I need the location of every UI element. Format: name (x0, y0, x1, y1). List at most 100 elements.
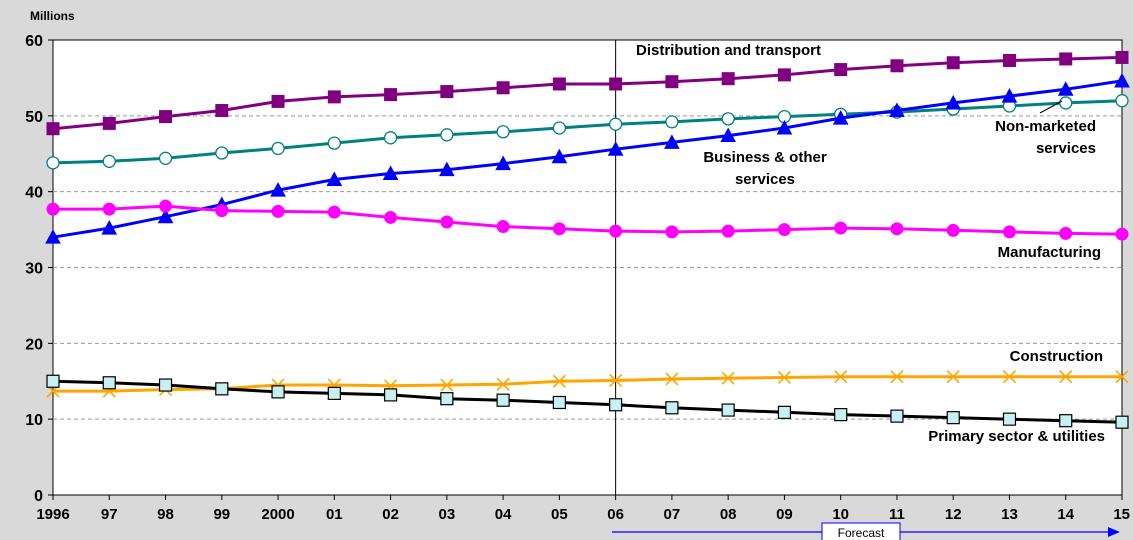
series-label: Manufacturing (998, 244, 1101, 261)
x-tick-label: 14 (1057, 506, 1074, 523)
forecast-arrowhead (1108, 527, 1120, 537)
data-point (215, 146, 229, 160)
data-point (158, 151, 173, 165)
data-point (496, 220, 510, 234)
data-point (157, 208, 174, 224)
data-point (495, 155, 511, 171)
data-point (271, 94, 285, 108)
data-point (496, 125, 510, 139)
data-point (552, 395, 566, 410)
data-point (1115, 94, 1129, 108)
data-point (46, 202, 60, 216)
data-point (946, 411, 960, 425)
x-tick-label: 07 (664, 506, 681, 523)
data-point (46, 122, 60, 136)
data-point (946, 223, 960, 237)
x-tick-label: 06 (607, 506, 624, 523)
data-point (609, 224, 623, 238)
series-line (52, 379, 1123, 424)
y-tick-label: 10 (25, 412, 43, 429)
y-tick-label: 0 (34, 488, 43, 505)
data-point (1001, 88, 1018, 103)
data-point (326, 171, 343, 187)
x-tick-label: 01 (326, 506, 343, 523)
data-point (1059, 370, 1073, 384)
data-point (327, 136, 341, 150)
data-point (552, 374, 566, 388)
x-tick-label: 98 (157, 506, 174, 523)
series-label-line: Non-marketed (995, 118, 1096, 135)
series-label: Business & other services (703, 149, 827, 188)
series-label: Primary sector & utilities (928, 428, 1105, 445)
data-point (270, 182, 286, 197)
data-point (665, 225, 679, 239)
data-point (384, 210, 398, 224)
data-point (102, 202, 116, 216)
data-point (609, 373, 623, 388)
data-point (551, 148, 568, 164)
data-point (721, 112, 735, 126)
data-point (383, 131, 398, 145)
data-point (946, 370, 960, 384)
forecast-label: Forecast (838, 526, 885, 540)
x-tick-label: 03 (438, 506, 455, 523)
data-point (440, 85, 454, 99)
data-point (1115, 50, 1129, 64)
data-point (46, 374, 60, 388)
data-point (1057, 81, 1074, 96)
data-point (327, 90, 341, 104)
data-point (102, 376, 116, 390)
data-point (440, 378, 454, 392)
data-point (45, 229, 61, 244)
series-line (53, 204, 1123, 236)
data-point (271, 204, 285, 218)
data-point (890, 370, 904, 384)
data-point (102, 116, 116, 130)
label-leader (1039, 100, 1063, 114)
data-point (720, 127, 736, 143)
x-tick-label: 15 (1113, 506, 1130, 523)
gridlines (52, 39, 1123, 496)
data-point (384, 88, 398, 102)
data-point (777, 370, 791, 385)
data-point (721, 371, 735, 385)
data-point (890, 59, 904, 73)
x-tick-label: 12 (945, 506, 962, 523)
data-point (1059, 52, 1073, 66)
data-point (1115, 415, 1129, 429)
data-point (609, 398, 623, 412)
data-point (777, 405, 792, 419)
data-point (440, 215, 454, 229)
data-point (383, 388, 398, 402)
data-point (1002, 225, 1016, 239)
y-tick-label: 60 (25, 33, 43, 50)
x-tick-label: 02 (382, 506, 399, 523)
series-manufacturing (46, 199, 1129, 241)
data-point (1115, 227, 1129, 241)
data-point (496, 393, 510, 407)
x-tick-label: 11 (889, 506, 905, 523)
data-point (665, 115, 679, 129)
data-point (382, 165, 399, 180)
x-tick-label: 13 (1001, 506, 1018, 523)
x-tick-label: 1996 (36, 506, 69, 523)
series-label: Non-marketed services (995, 118, 1096, 157)
data-point (834, 221, 848, 235)
data-point (327, 205, 341, 219)
data-point (776, 119, 793, 135)
x-tick-label: 97 (101, 506, 118, 523)
data-point (890, 222, 904, 236)
data-point (609, 77, 623, 91)
data-point (665, 75, 679, 89)
series-distribution-and-transport (46, 50, 1129, 136)
data-point (215, 382, 229, 396)
series-label-line: Business & other (703, 149, 827, 166)
data-point (721, 403, 735, 417)
data-point (1002, 370, 1017, 384)
data-point (834, 370, 848, 384)
y-tick-label: 40 (25, 185, 43, 202)
series-business-other-services (45, 72, 1130, 244)
x-tick-label: 09 (776, 506, 793, 523)
y-tick-label: 50 (25, 109, 43, 126)
